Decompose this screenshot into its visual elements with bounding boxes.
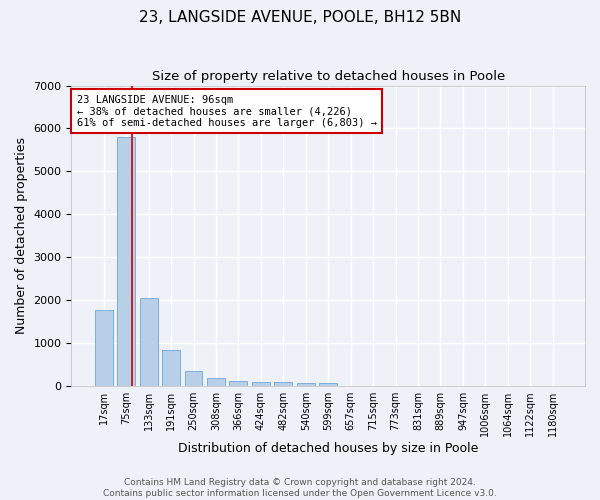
Text: Contains HM Land Registry data © Crown copyright and database right 2024.
Contai: Contains HM Land Registry data © Crown c… bbox=[103, 478, 497, 498]
Bar bbox=[117, 137, 135, 386]
Bar bbox=[229, 381, 247, 386]
Title: Size of property relative to detached houses in Poole: Size of property relative to detached ho… bbox=[152, 70, 505, 83]
Bar bbox=[297, 382, 315, 386]
Y-axis label: Number of detached properties: Number of detached properties bbox=[15, 138, 28, 334]
Text: 23, LANGSIDE AVENUE, POOLE, BH12 5BN: 23, LANGSIDE AVENUE, POOLE, BH12 5BN bbox=[139, 10, 461, 25]
Bar bbox=[274, 382, 292, 386]
Bar bbox=[319, 383, 337, 386]
Bar bbox=[95, 310, 113, 386]
Bar bbox=[252, 382, 270, 386]
Bar bbox=[207, 378, 225, 386]
Bar bbox=[162, 350, 180, 386]
Bar bbox=[140, 298, 158, 386]
X-axis label: Distribution of detached houses by size in Poole: Distribution of detached houses by size … bbox=[178, 442, 478, 455]
Bar bbox=[185, 372, 202, 386]
Text: 23 LANGSIDE AVENUE: 96sqm
← 38% of detached houses are smaller (4,226)
61% of se: 23 LANGSIDE AVENUE: 96sqm ← 38% of detac… bbox=[77, 94, 377, 128]
